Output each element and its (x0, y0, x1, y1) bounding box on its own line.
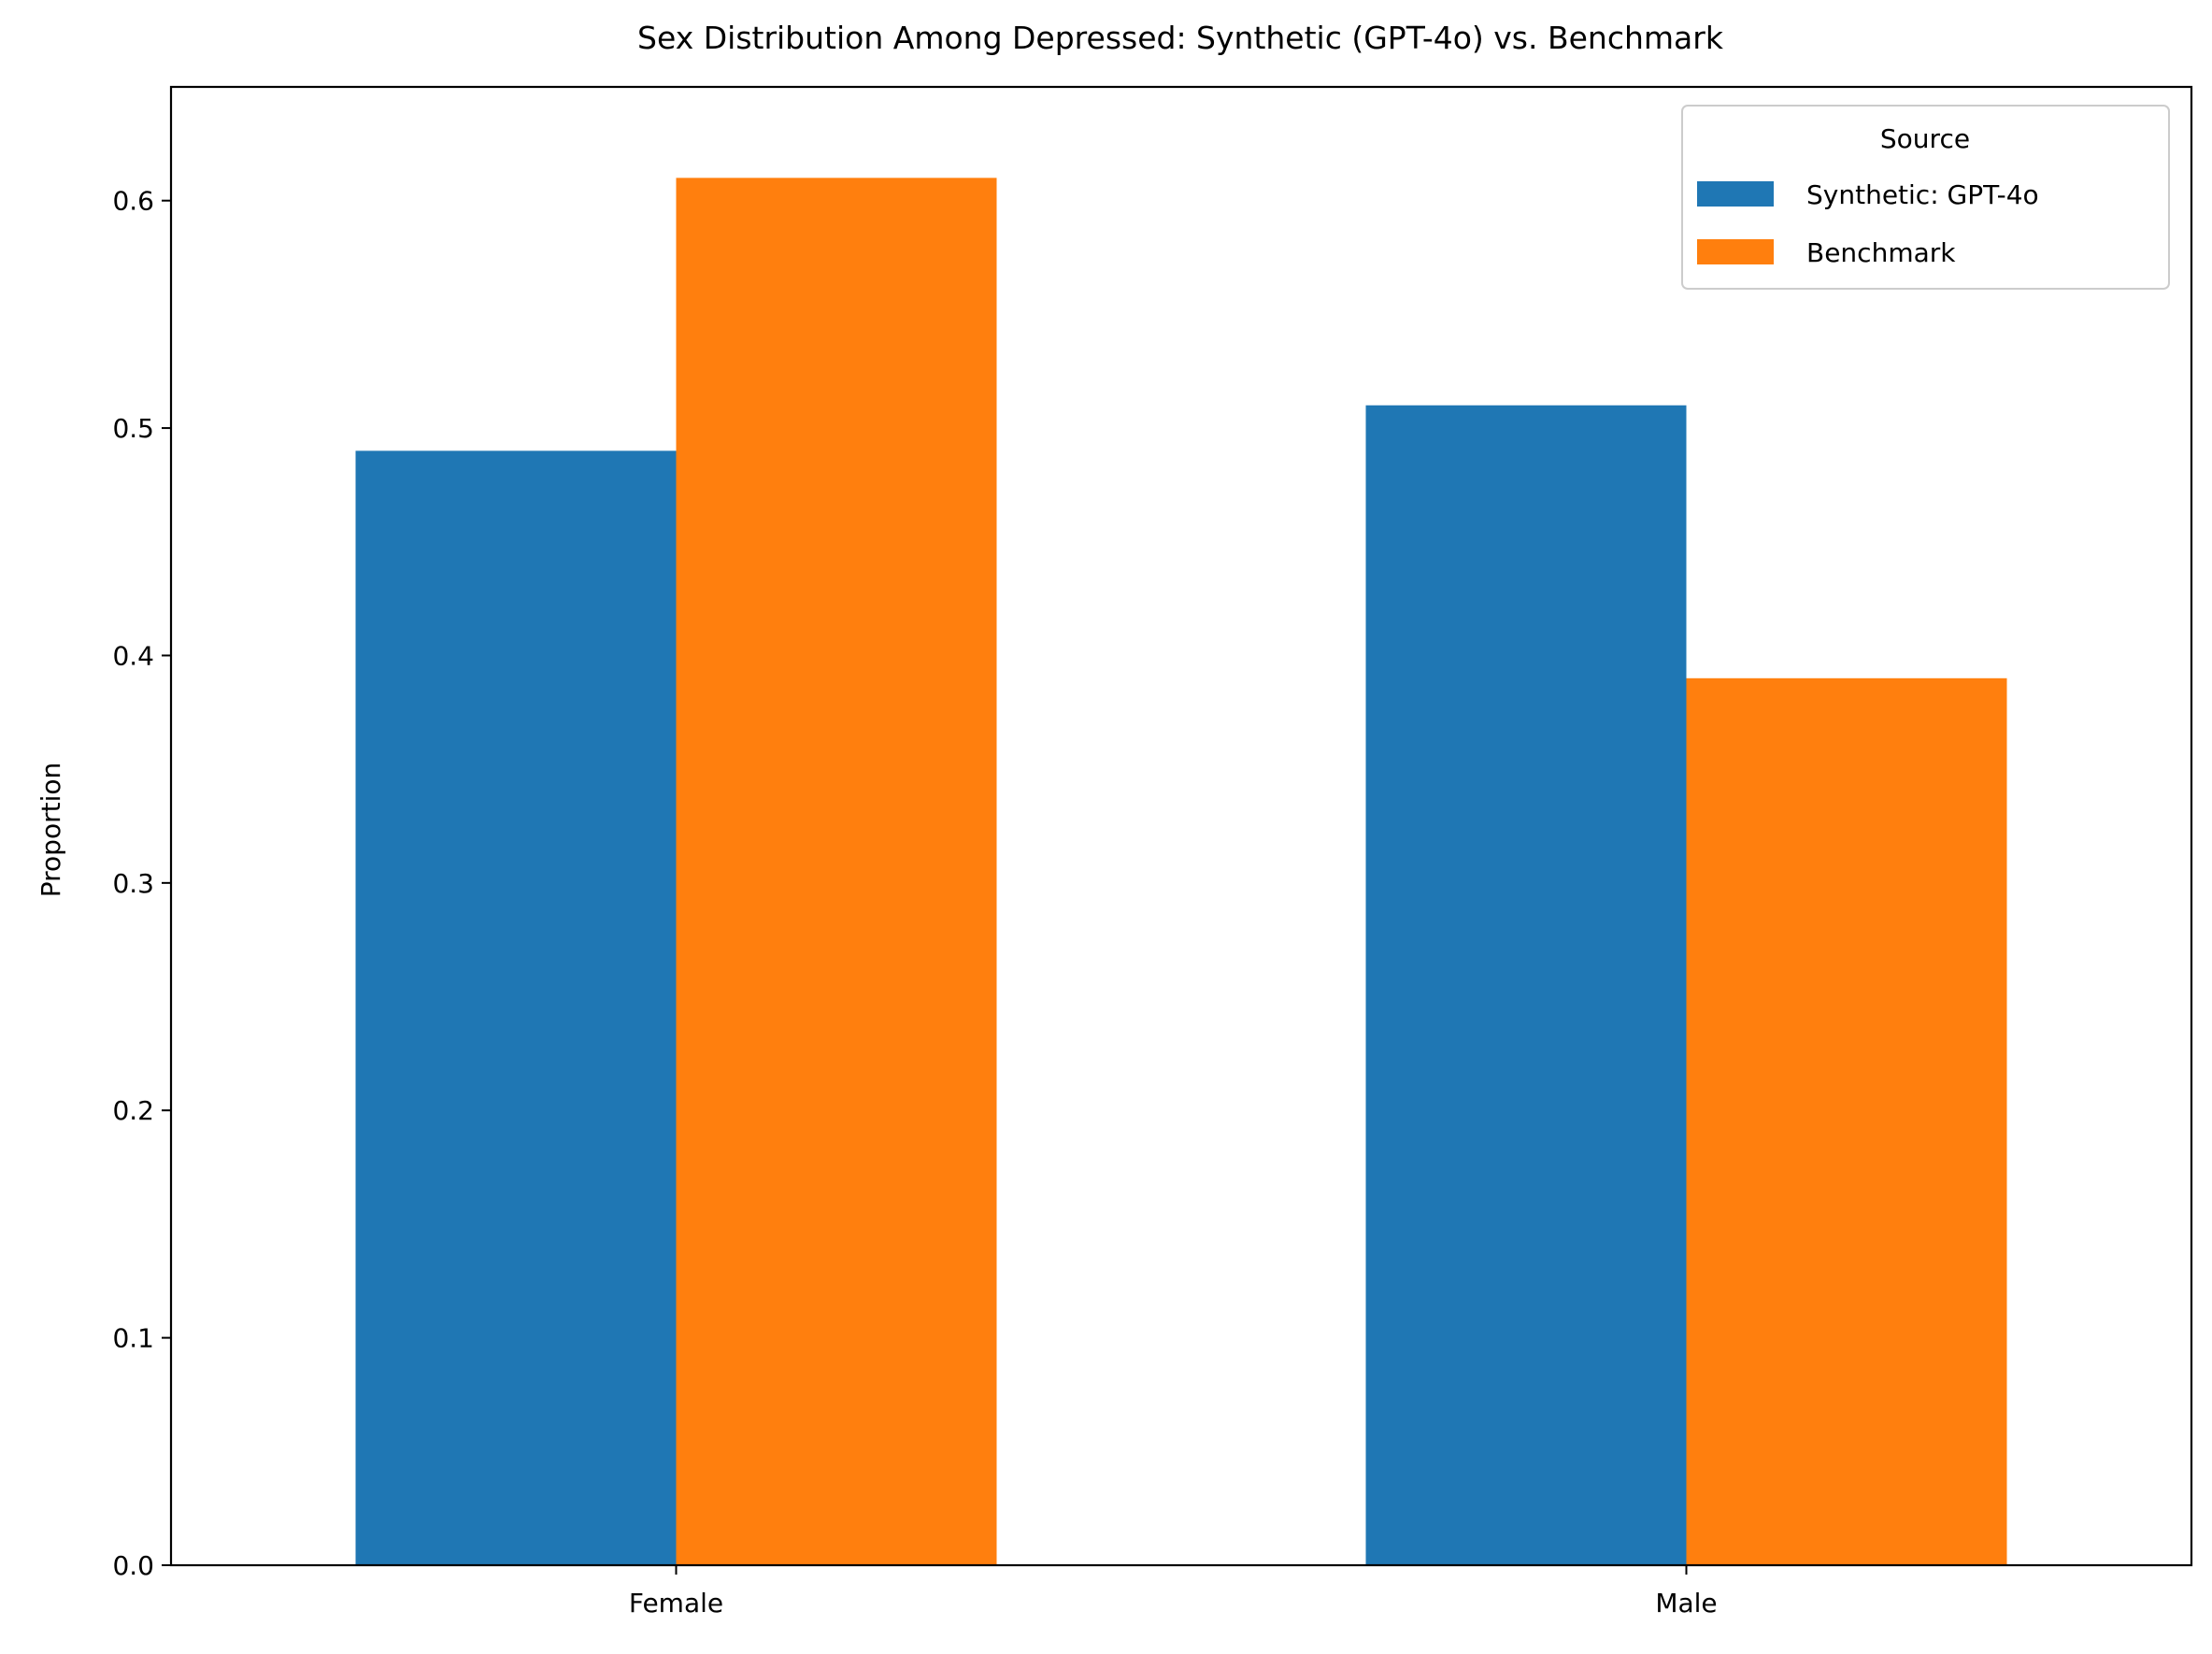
y-tick-label: 0.3 (112, 868, 154, 899)
y-tick-label: 0.5 (112, 413, 154, 444)
y-axis: 0.0 0.1 0.2 0.3 0.4 0.5 0.6 (112, 186, 171, 1581)
y-tick-label: 0.2 (112, 1095, 154, 1126)
bar-synthetic-gpt-4o-female (355, 450, 677, 1565)
plot-frame (169, 85, 2193, 1567)
x-axis: Female Male (629, 1565, 1718, 1618)
chart-title: Sex Distribution Among Depressed: Synthe… (637, 20, 1724, 56)
bar-synthetic-gpt-4o-male (1365, 405, 1687, 1565)
y-tick-label: 0.6 (112, 186, 154, 217)
legend-label-benchmark: Benchmark (1806, 237, 1956, 268)
legend: Source Synthetic: GPT-4o Benchmark (1681, 105, 2170, 290)
x-tick-label-male: Male (1655, 1588, 1717, 1618)
legend-box (1681, 105, 2170, 290)
bars-group (355, 178, 2007, 1565)
y-axis-label: Proportion (36, 763, 66, 897)
y-tick-label: 0.1 (112, 1323, 154, 1354)
x-tick-label-female: Female (629, 1588, 723, 1618)
y-tick-label: 0.0 (112, 1550, 154, 1581)
y-tick-label: 0.4 (112, 640, 154, 671)
legend-title: Source (1880, 123, 1970, 154)
legend-swatch-synthetic (1697, 181, 1774, 207)
bar-benchmark-female (676, 178, 997, 1565)
legend-label-synthetic: Synthetic: GPT-4o (1806, 179, 2039, 210)
bar-benchmark-male (1686, 677, 2007, 1565)
legend-swatch-benchmark (1697, 239, 1774, 264)
